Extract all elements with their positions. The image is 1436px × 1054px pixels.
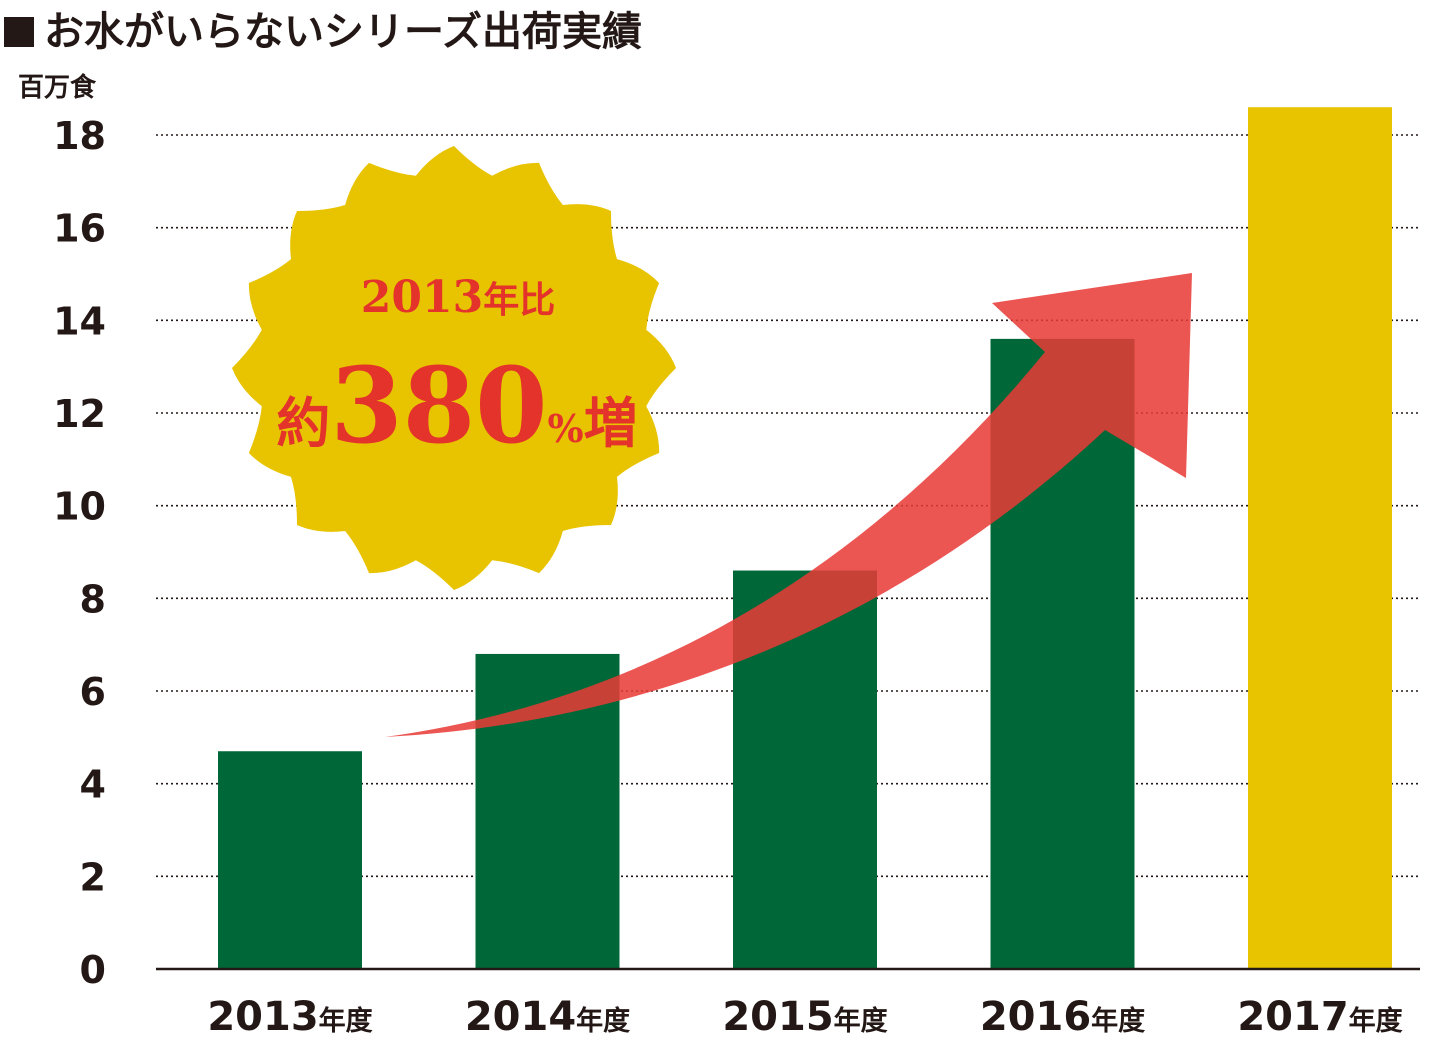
y-tick-label: 14 (53, 299, 106, 343)
y-tick-label: 16 (53, 207, 106, 251)
bar-2017 (1248, 107, 1392, 969)
y-tick-label: 2 (80, 855, 106, 899)
badge-year-suffix: 年比 (483, 279, 555, 321)
x-tick-suffix: 年度 (834, 1005, 888, 1037)
y-tick-label: 0 (80, 948, 106, 992)
y-tick-label: 10 (53, 485, 106, 529)
x-tick-year: 2015 (722, 994, 833, 1040)
title-square-icon (4, 17, 34, 47)
badge-line-2: 約380%増 (276, 344, 637, 467)
x-tick-label: 2014年度 (465, 994, 630, 1040)
growth-badge: 2013年比 約380%増 (232, 146, 676, 590)
badge-prefix: 約 (276, 391, 330, 455)
x-tick-suffix: 年度 (576, 1005, 630, 1037)
x-tick-suffix: 年度 (319, 1005, 373, 1037)
x-tick-label: 2013年度 (207, 994, 372, 1040)
x-tick-label: 2017年度 (1237, 994, 1402, 1040)
x-tick-label: 2016年度 (980, 994, 1145, 1040)
badge-year: 2013 (361, 272, 483, 323)
x-tick-suffix: 年度 (1091, 1005, 1145, 1037)
y-tick-label: 6 (80, 670, 106, 714)
x-tick-year: 2016 (980, 994, 1091, 1040)
badge-percent-sign: % (547, 406, 583, 451)
y-tick-label: 12 (53, 392, 106, 436)
x-tick-year: 2014 (465, 994, 576, 1040)
x-tick-year: 2013 (207, 994, 318, 1040)
badge-suffix: 増 (584, 391, 638, 455)
starburst-badge-icon (232, 146, 676, 590)
x-tick-label: 2015年度 (722, 994, 887, 1040)
y-tick-label: 4 (80, 763, 106, 807)
x-tick-suffix: 年度 (1349, 1005, 1403, 1037)
chart-title: お水がいらないシリーズ出荷実績 (44, 9, 642, 55)
badge-percent-value: 380 (330, 344, 547, 467)
y-tick-label: 8 (80, 577, 106, 621)
x-axis-labels: 2013年度 2014年度 2015年度 2016年度 2017年度 (207, 994, 1402, 1040)
y-tick-label: 18 (53, 114, 106, 158)
y-axis-ticks: 0 2 4 6 8 10 12 14 16 18 (53, 114, 106, 992)
x-tick-year: 2017 (1237, 994, 1348, 1040)
y-unit-label: 百万食 (18, 72, 97, 103)
trend-arrow-icon (385, 273, 1192, 737)
badge-line-1: 2013年比 (361, 272, 555, 323)
bar-2013 (218, 751, 362, 969)
